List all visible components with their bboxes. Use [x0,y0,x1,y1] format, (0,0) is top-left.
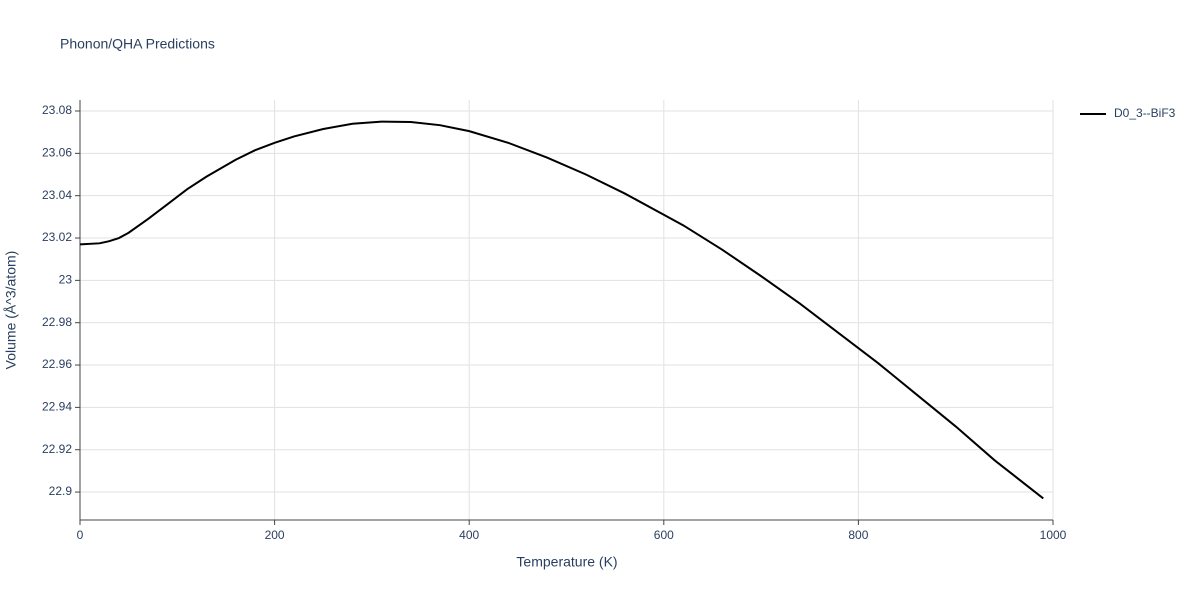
x-tick-label: 600 [654,528,674,542]
y-tick-label: 23.04 [42,188,72,202]
y-tick-label: 22.98 [42,315,72,329]
y-tick-label: 22.94 [42,400,72,414]
y-tick-label: 22.96 [42,357,72,371]
y-tick-label: 22.9 [49,484,73,498]
y-tick-label: 23 [59,273,73,287]
x-tick-label: 800 [848,528,868,542]
x-tick-label: 0 [77,528,84,542]
x-tick-label: 400 [459,528,479,542]
y-tick-label: 22.92 [42,442,72,456]
data-line [79,120,1044,500]
y-tick-label: 23.08 [42,103,72,117]
y-tick-label: 23.02 [42,230,72,244]
y-tick-label: 23.06 [42,146,72,160]
x-tick-label: 200 [265,528,285,542]
x-axis-title: Temperature (K) [516,554,617,570]
x-tick-label: 1000 [1040,528,1067,542]
legend-label: D0_3--BiF3 [1114,106,1176,120]
y-axis-title: Volume (Å^3/atom) [3,251,19,370]
chart-title: Phonon/QHA Predictions [60,36,215,52]
